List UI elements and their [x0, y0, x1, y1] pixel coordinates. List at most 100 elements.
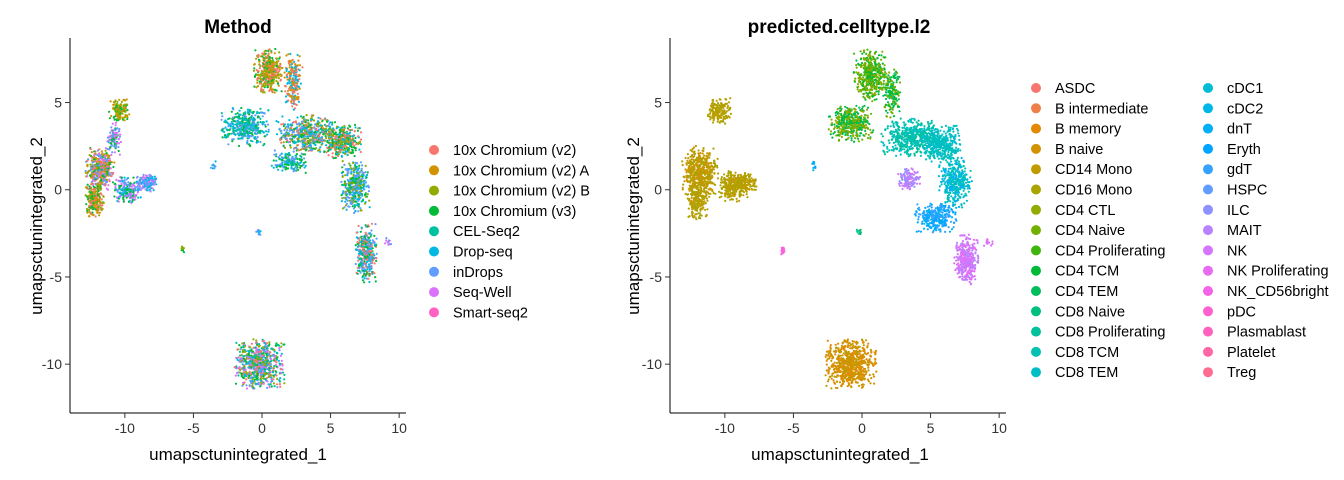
data-point — [341, 197, 344, 200]
data-point — [279, 65, 282, 68]
data-point — [357, 127, 360, 130]
data-point — [236, 122, 239, 125]
data-point — [90, 191, 93, 194]
data-point — [247, 111, 250, 115]
data-point — [276, 82, 280, 85]
data-point — [275, 120, 278, 123]
data-point — [280, 345, 283, 348]
data-point — [361, 164, 364, 167]
data-point — [86, 197, 90, 200]
data-point — [286, 139, 289, 142]
data-point — [113, 132, 116, 135]
data-point — [244, 129, 247, 132]
data-point — [277, 60, 280, 63]
data-point — [281, 163, 284, 166]
data-point — [115, 104, 118, 108]
data-point — [267, 109, 270, 112]
data-point — [117, 149, 120, 153]
data-point — [304, 161, 307, 164]
data-point — [123, 192, 126, 195]
data-point — [361, 175, 364, 178]
data-point — [234, 382, 238, 385]
data-point — [143, 184, 146, 187]
data-point — [269, 77, 272, 80]
data-point — [383, 242, 387, 245]
data-point — [264, 377, 267, 381]
data-point — [361, 279, 365, 282]
data-point — [262, 77, 266, 80]
data-point — [91, 211, 94, 214]
data-point — [343, 124, 346, 128]
data-point — [282, 124, 285, 128]
data-point — [370, 244, 373, 247]
data-point — [262, 57, 265, 61]
data-point — [282, 141, 285, 144]
data-point — [254, 49, 257, 52]
data-point — [293, 78, 296, 81]
legend-swatch — [429, 266, 439, 277]
data-point — [119, 180, 122, 183]
data-point — [351, 205, 354, 208]
data-point — [295, 70, 298, 73]
data-point — [349, 125, 352, 128]
data-point — [298, 157, 301, 161]
data-point — [277, 168, 280, 171]
data-point — [109, 146, 112, 149]
data-point — [310, 132, 313, 135]
data-point — [93, 196, 96, 199]
data-point — [346, 134, 349, 137]
data-point — [303, 135, 307, 138]
data-point — [148, 175, 151, 179]
data-point — [299, 164, 302, 167]
data-point — [275, 57, 278, 60]
data-point — [254, 74, 257, 77]
data-point — [259, 359, 262, 362]
data-point — [117, 114, 121, 117]
data-point — [104, 149, 107, 152]
data-point — [318, 148, 321, 151]
data-point — [366, 171, 369, 174]
data-point — [304, 125, 307, 128]
data-point — [333, 146, 336, 149]
data-point — [98, 214, 101, 217]
data-point — [261, 354, 264, 357]
data-point — [340, 180, 343, 183]
data-point — [274, 47, 277, 51]
data-point — [247, 134, 250, 137]
data-point — [347, 169, 350, 172]
data-point — [255, 124, 258, 128]
data-point — [271, 56, 274, 60]
data-point — [266, 133, 269, 136]
data-point — [355, 248, 358, 251]
data-point — [235, 357, 239, 360]
data-point — [112, 130, 115, 133]
data-point — [292, 135, 295, 138]
data-point — [283, 76, 286, 79]
data-point — [366, 246, 369, 249]
data-point — [98, 164, 101, 167]
data-point — [223, 120, 226, 123]
data-point — [220, 112, 223, 115]
data-point — [240, 372, 243, 375]
data-point — [238, 113, 241, 116]
data-point — [309, 143, 312, 146]
data-point — [124, 190, 127, 193]
data-point — [274, 363, 277, 366]
data-point — [312, 114, 315, 117]
data-point — [100, 156, 103, 159]
data-point — [279, 363, 282, 366]
data-point — [84, 186, 88, 189]
data-point — [86, 175, 89, 178]
data-point — [253, 137, 256, 140]
data-point — [283, 373, 286, 377]
data-point — [231, 140, 234, 143]
data-point — [145, 189, 149, 192]
data-point — [93, 150, 96, 153]
data-point — [237, 126, 240, 129]
data-point — [89, 174, 92, 177]
data-point — [225, 128, 228, 131]
data-point — [356, 129, 359, 132]
data-point — [257, 348, 260, 351]
data-point — [88, 185, 91, 188]
